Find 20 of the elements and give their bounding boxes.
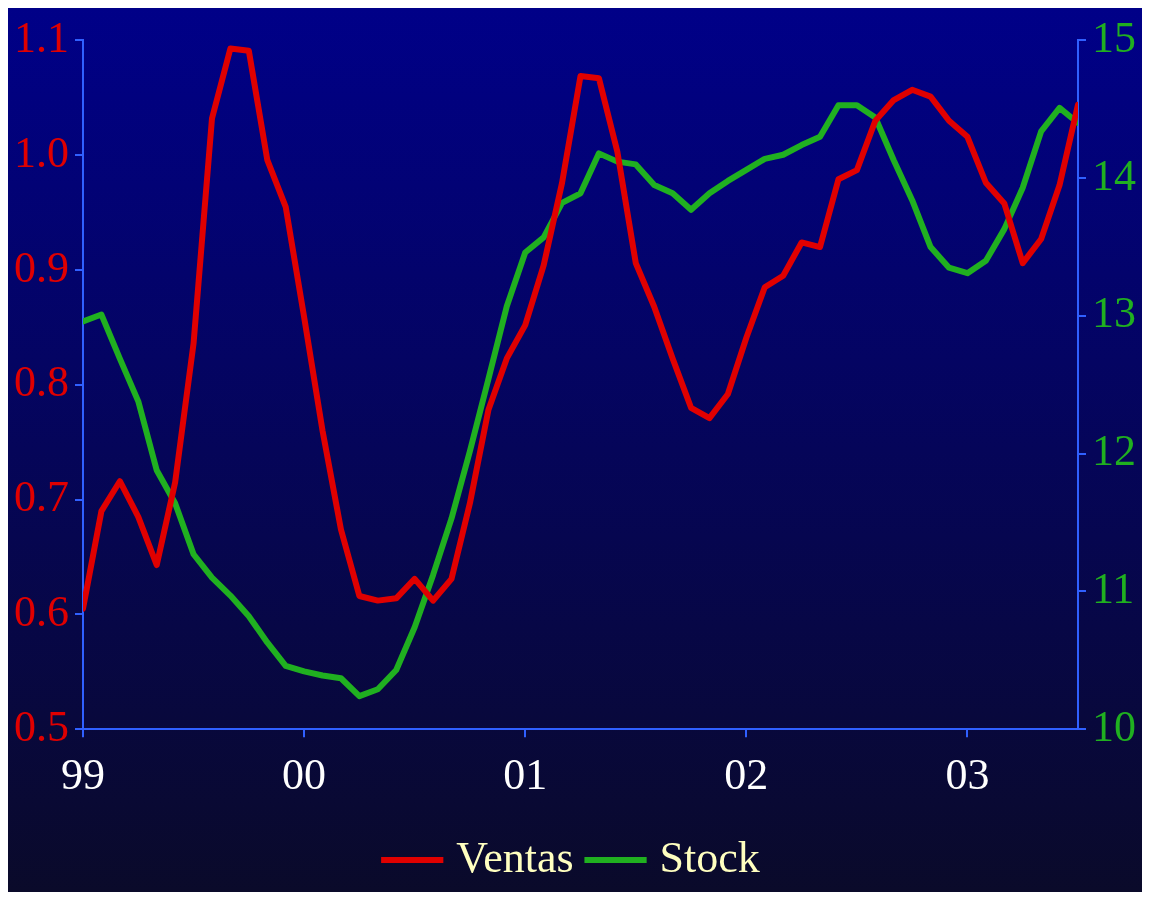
x-tick-label: 99 — [61, 750, 105, 800]
legend-label: Stock — [659, 832, 760, 882]
y-tick-label: 0.8 — [14, 357, 69, 407]
y2-tick-label: 15 — [1092, 12, 1136, 62]
y-tick-label: 0.9 — [14, 242, 69, 292]
y2-tick-label: 11 — [1092, 564, 1135, 613]
y2-tick-label: 12 — [1092, 426, 1136, 476]
y-tick-label: 0.7 — [14, 472, 69, 522]
x-tick-label: 03 — [945, 750, 990, 800]
y-tick-label: 1.1 — [14, 12, 69, 62]
legend-label: Ventas — [456, 832, 574, 882]
x-tick-label: 01 — [503, 750, 548, 800]
x-tick-label: 02 — [724, 750, 769, 800]
y2-tick-label: 14 — [1092, 150, 1136, 200]
y-tick-label: 1.0 — [14, 127, 69, 177]
y-tick-label: 0.5 — [14, 701, 69, 751]
y2-tick-label: 13 — [1092, 288, 1136, 338]
y2-tick-label: 10 — [1092, 701, 1136, 751]
x-tick-label: 00 — [282, 750, 327, 800]
y-tick-label: 0.6 — [14, 586, 69, 636]
